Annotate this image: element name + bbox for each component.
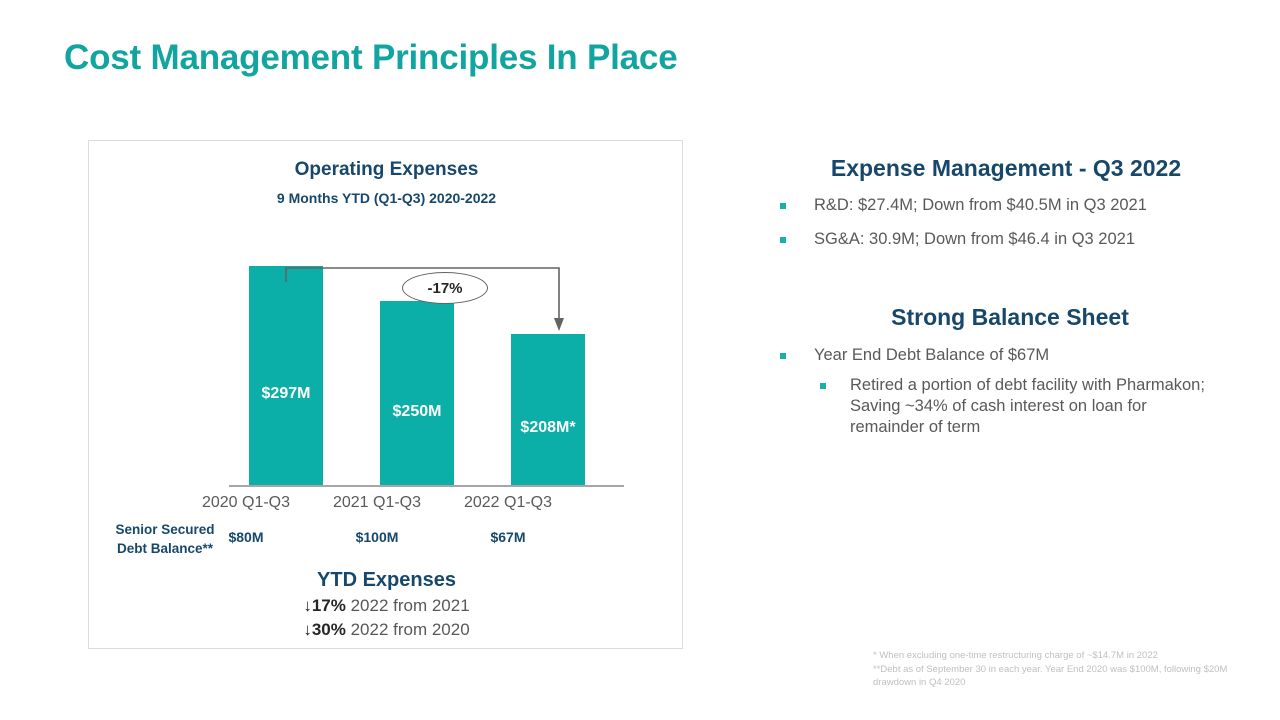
bullet-sga-text: SG&A: 30.9M; Down from $46.4 in Q3 2021 bbox=[814, 230, 1136, 248]
bar-2020: $297M bbox=[249, 266, 323, 486]
category-label-2022: 2022 Q1-Q3 bbox=[463, 494, 553, 511]
ytd-change-text-1: 2022 from 2021 bbox=[345, 596, 470, 615]
slide-title: Cost Management Principles In Place bbox=[64, 38, 678, 77]
chart-axis-line bbox=[229, 485, 624, 487]
square-bullet-icon bbox=[780, 353, 786, 359]
percent-change-badge: -17% bbox=[402, 272, 488, 304]
chart-title: Operating Expenses bbox=[294, 159, 479, 180]
debt-value-2021: $100M bbox=[355, 529, 399, 545]
category-label-2020: 2020 Q1-Q3 bbox=[201, 494, 291, 511]
chart-panel: Operating Expenses 9 Months YTD (Q1-Q3) … bbox=[88, 140, 683, 649]
bar-chart-plot-area: $297M $250M $208M* bbox=[229, 241, 624, 486]
bar-2021: $250M bbox=[380, 301, 454, 486]
ytd-change-pct-1: ↓17% bbox=[303, 596, 346, 615]
chart-subtitle: 9 Months YTD (Q1-Q3) 2020-2022 bbox=[276, 190, 497, 206]
debt-balance-row-label: Senior Secured Debt Balance** bbox=[105, 520, 225, 558]
ytd-change-line-1: ↓17% 2022 from 2021 bbox=[89, 596, 684, 616]
bar-2022: $208M* bbox=[511, 334, 585, 486]
footnote-line-1: * When excluding one-time restructuring … bbox=[873, 650, 1158, 661]
right-content-column: Expense Management - Q3 2022 R&D: $27.4M… bbox=[770, 155, 1230, 438]
square-bullet-icon bbox=[820, 383, 826, 389]
debt-value-2020: $80M bbox=[228, 529, 264, 545]
ytd-change-text-2: 2022 from 2020 bbox=[345, 620, 470, 639]
ytd-change-line-2: ↓30% 2022 from 2020 bbox=[89, 620, 684, 640]
bullet-pharmakon: Retired a portion of debt facility with … bbox=[770, 375, 1230, 438]
debt-balance-label-line2: Debt Balance** bbox=[116, 541, 214, 556]
bar-value-2022: $208M* bbox=[520, 419, 576, 436]
footnotes: * When excluding one-time restructuring … bbox=[873, 649, 1273, 690]
bullet-year-end-debt: Year End Debt Balance of $67M bbox=[770, 345, 1230, 366]
bullet-sga: SG&A: 30.9M; Down from $46.4 in Q3 2021 bbox=[770, 229, 1230, 250]
bullet-rd-text: R&D: $27.4M; Down from $40.5M in Q3 2021 bbox=[814, 196, 1147, 214]
balance-sheet-bullets: Year End Debt Balance of $67M Retired a … bbox=[770, 345, 1230, 438]
category-label-2021: 2021 Q1-Q3 bbox=[332, 494, 422, 511]
debt-balance-label-line1: Senior Secured bbox=[115, 522, 215, 537]
debt-value-2022: $67M bbox=[490, 529, 526, 545]
ytd-expenses-heading: YTD Expenses bbox=[317, 569, 456, 591]
bullet-pharmakon-text: Retired a portion of debt facility with … bbox=[850, 376, 1205, 436]
bullet-rd: R&D: $27.4M; Down from $40.5M in Q3 2021 bbox=[770, 195, 1230, 216]
percent-change-connector bbox=[285, 267, 564, 331]
bar-value-2021: $250M bbox=[392, 403, 442, 420]
footnote-line-2: **Debt as of September 30 in each year. … bbox=[873, 663, 1228, 689]
square-bullet-icon bbox=[780, 203, 786, 209]
expense-management-heading: Expense Management - Q3 2022 bbox=[830, 155, 1182, 181]
ytd-change-pct-2: ↓30% bbox=[303, 620, 346, 639]
bullet-year-end-debt-text: Year End Debt Balance of $67M bbox=[814, 346, 1050, 364]
square-bullet-icon bbox=[780, 237, 786, 243]
bar-value-2020: $297M bbox=[261, 385, 311, 402]
strong-balance-sheet-heading: Strong Balance Sheet bbox=[891, 304, 1129, 330]
